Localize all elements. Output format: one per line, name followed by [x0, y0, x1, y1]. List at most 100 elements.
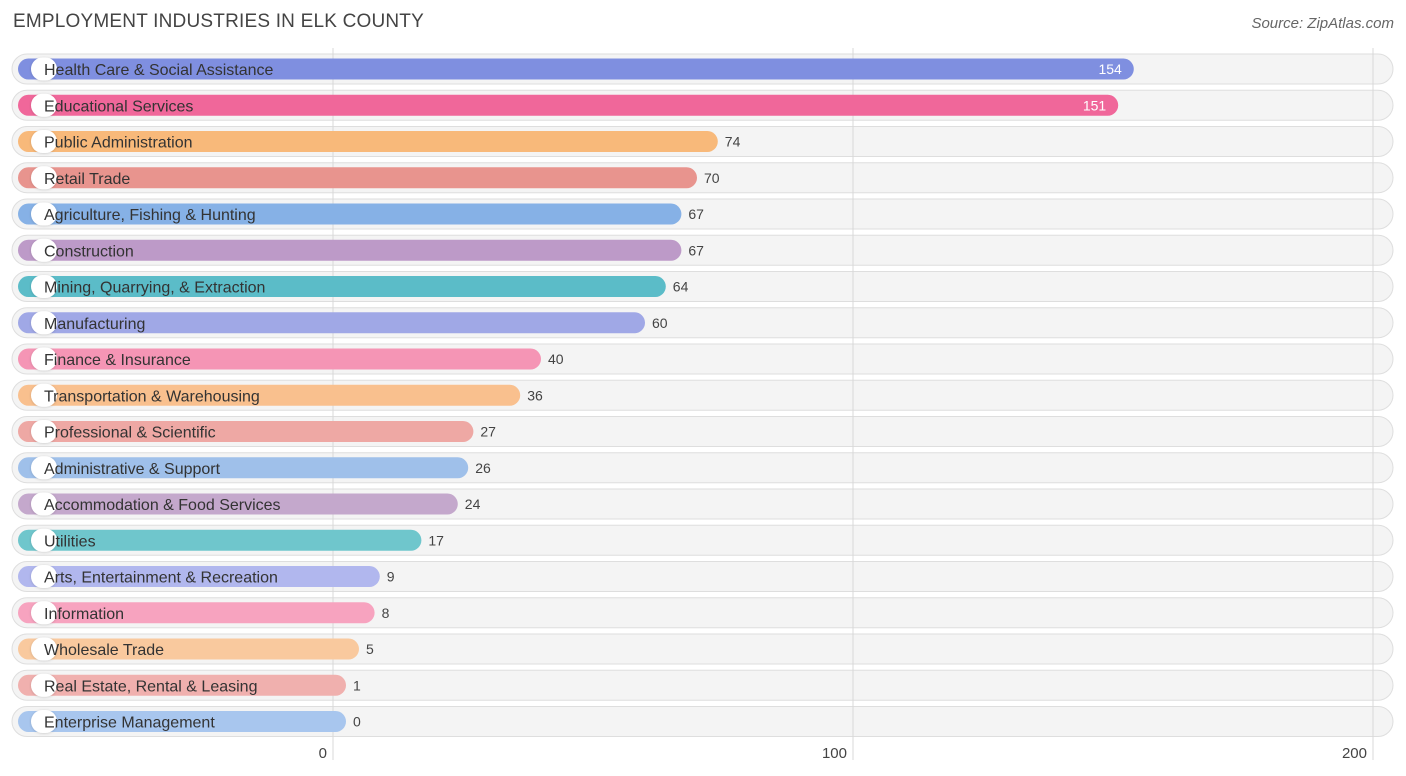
- bar-label-pill-information: [31, 601, 57, 625]
- bar-label-arts-entertainment-and-recreation: Arts, Entertainment & Recreation: [44, 570, 278, 587]
- bar-row-transportation-and-warehousing: Transportation & Warehousing 36: [18, 383, 543, 407]
- bar-label-pill-agriculture-fishing-and-hunting: [31, 202, 57, 226]
- bar-agriculture-fishing-and-hunting: [18, 203, 682, 225]
- bar-row-mining-quarrying-and-extraction: Mining, Quarrying, & Extraction 64: [18, 275, 689, 298]
- row-track-real-estate-rental-and-leasing: [11, 669, 1394, 701]
- bar-row-retail-trade: Retail Trade 70: [18, 166, 720, 190]
- bar-label-professional-and-scientific: Professional & Scientific: [44, 425, 216, 442]
- bar-row-agriculture-fishing-and-hunting: Agriculture, Fishing & Hunting 67: [18, 202, 704, 226]
- bar-value-retail-trade: 70: [704, 170, 720, 186]
- x-tick-200: 200: [1342, 745, 1367, 762]
- bar-value-manufacturing: 60: [652, 315, 668, 331]
- bar-label-pill-utilities: [31, 528, 57, 552]
- bar-label-manufacturing: Manufacturing: [44, 316, 145, 333]
- bar-label-pill-finance-and-insurance: [31, 347, 57, 371]
- bar-label-information: Information: [44, 606, 124, 623]
- bar-educational-services: [18, 94, 1119, 116]
- bar-row-utilities: Utilities 17: [18, 528, 444, 552]
- bar-label-pill-real-estate-rental-and-leasing: [31, 673, 57, 697]
- bar-administrative-and-support: [18, 457, 469, 479]
- bar-label-pill-retail-trade: [31, 166, 57, 190]
- row-track-enterprise-management: [11, 706, 1394, 737]
- bar-finance-and-insurance: [18, 348, 541, 370]
- bar-value-finance-and-insurance: 40: [548, 351, 564, 367]
- bar-value-public-administration: 74: [725, 134, 741, 150]
- bar-row-information: Information 8: [18, 601, 390, 625]
- bar-accommodation-and-food-services: [18, 493, 458, 515]
- bar-value-information: 8: [382, 605, 390, 621]
- bar-label-real-estate-rental-and-leasing: Real Estate, Rental & Leasing: [44, 678, 257, 695]
- bar-value-health-care-and-social-assistance: 154: [1098, 61, 1122, 77]
- bar-row-educational-services: Educational Services 151: [18, 93, 1119, 117]
- bar-public-administration: [18, 131, 718, 152]
- bar-label-pill-manufacturing: [31, 311, 57, 335]
- bar-arts-entertainment-and-recreation: [18, 566, 380, 587]
- bar-transportation-and-warehousing: [18, 384, 521, 406]
- bar-label-administrative-and-support: Administrative & Support: [44, 461, 221, 478]
- bar-label-pill-administrative-and-support: [31, 456, 57, 480]
- bar-row-manufacturing: Manufacturing 60: [18, 311, 668, 335]
- bar-label-construction: Construction: [44, 243, 134, 260]
- bar-label-pill-construction: [31, 238, 57, 262]
- bar-wholesale-trade: [18, 638, 359, 660]
- bar-construction: [18, 239, 682, 261]
- bar-value-real-estate-rental-and-leasing: 1: [353, 677, 361, 693]
- bar-label-public-administration: Public Administration: [44, 135, 193, 152]
- bars: Health Care & Social Assistance 154 Educat…: [18, 57, 1134, 733]
- bar-label-enterprise-management: Enterprise Management: [44, 715, 215, 732]
- bar-retail-trade: [18, 167, 697, 189]
- bar-value-accommodation-and-food-services: 24: [465, 496, 481, 512]
- bar-row-public-administration: Public Administration 74: [18, 130, 741, 153]
- bar-row-finance-and-insurance: Finance & Insurance 40: [18, 347, 564, 371]
- bar-row-real-estate-rental-and-leasing: Real Estate, Rental & Leasing 1: [18, 673, 361, 697]
- bar-value-wholesale-trade: 5: [366, 641, 374, 657]
- chart-source: Source: ZipAtlas.com: [1251, 15, 1394, 32]
- bar-label-health-care-and-social-assistance: Health Care & Social Assistance: [44, 62, 274, 79]
- bar-value-enterprise-management: 0: [353, 714, 361, 730]
- bar-label-pill-health-care-and-social-assistance: [31, 57, 57, 81]
- bar-value-transportation-and-warehousing: 36: [527, 387, 543, 403]
- bar-label-educational-services: Educational Services: [44, 98, 193, 115]
- bar-row-professional-and-scientific: Professional & Scientific 27: [18, 420, 496, 443]
- row-track-wholesale-trade: [11, 633, 1394, 665]
- bar-manufacturing: [18, 312, 645, 334]
- bar-row-administrative-and-support: Administrative & Support 26: [18, 456, 491, 480]
- bar-label-pill-accommodation-and-food-services: [31, 492, 57, 516]
- bar-label-pill-professional-and-scientific: [31, 420, 57, 443]
- bar-information: [18, 602, 375, 624]
- bar-value-mining-quarrying-and-extraction: 64: [673, 279, 689, 295]
- bar-row-health-care-and-social-assistance: Health Care & Social Assistance 154: [18, 57, 1134, 81]
- bar-label-transportation-and-warehousing: Transportation & Warehousing: [44, 388, 260, 405]
- chart-title: EMPLOYMENT INDUSTRIES IN ELK COUNTY: [13, 11, 424, 32]
- bar-label-accommodation-and-food-services: Accommodation & Food Services: [44, 497, 281, 514]
- bar-value-educational-services: 151: [1083, 97, 1107, 113]
- bar-label-wholesale-trade: Wholesale Trade: [44, 642, 164, 659]
- bar-label-pill-transportation-and-warehousing: [31, 383, 57, 407]
- bar-enterprise-management: [18, 711, 346, 732]
- bar-row-enterprise-management: Enterprise Management 0: [18, 710, 361, 733]
- x-tick-0: 0: [319, 745, 327, 762]
- bar-label-pill-enterprise-management: [31, 710, 57, 733]
- bar-row-wholesale-trade: Wholesale Trade 5: [18, 637, 374, 661]
- bar-value-agriculture-fishing-and-hunting: 67: [688, 206, 704, 222]
- bar-row-arts-entertainment-and-recreation: Arts, Entertainment & Recreation 9: [18, 565, 395, 588]
- bar-utilities: [18, 529, 422, 551]
- bar-label-finance-and-insurance: Finance & Insurance: [44, 352, 191, 369]
- bar-label-pill-arts-entertainment-and-recreation: [31, 565, 57, 588]
- bar-label-agriculture-fishing-and-hunting: Agriculture, Fishing & Hunting: [44, 207, 256, 224]
- bar-label-utilities: Utilities: [44, 533, 96, 550]
- bar-label-mining-quarrying-and-extraction: Mining, Quarrying, & Extraction: [44, 280, 265, 297]
- bar-mining-quarrying-and-extraction: [18, 276, 666, 297]
- bar-row-construction: Construction 67: [18, 238, 704, 262]
- bar-label-pill-mining-quarrying-and-extraction: [31, 275, 57, 298]
- bar-real-estate-rental-and-leasing: [18, 674, 346, 696]
- x-tick-100: 100: [822, 745, 847, 762]
- bar-label-retail-trade: Retail Trade: [44, 171, 130, 188]
- bar-value-professional-and-scientific: 27: [480, 424, 496, 440]
- x-axis-ticks: 0 100 200: [319, 745, 1367, 762]
- bar-label-pill-educational-services: [31, 93, 57, 117]
- bar-row-accommodation-and-food-services: Accommodation & Food Services 24: [18, 492, 481, 516]
- bar-label-pill-wholesale-trade: [31, 637, 57, 661]
- bar-professional-and-scientific: [18, 421, 474, 442]
